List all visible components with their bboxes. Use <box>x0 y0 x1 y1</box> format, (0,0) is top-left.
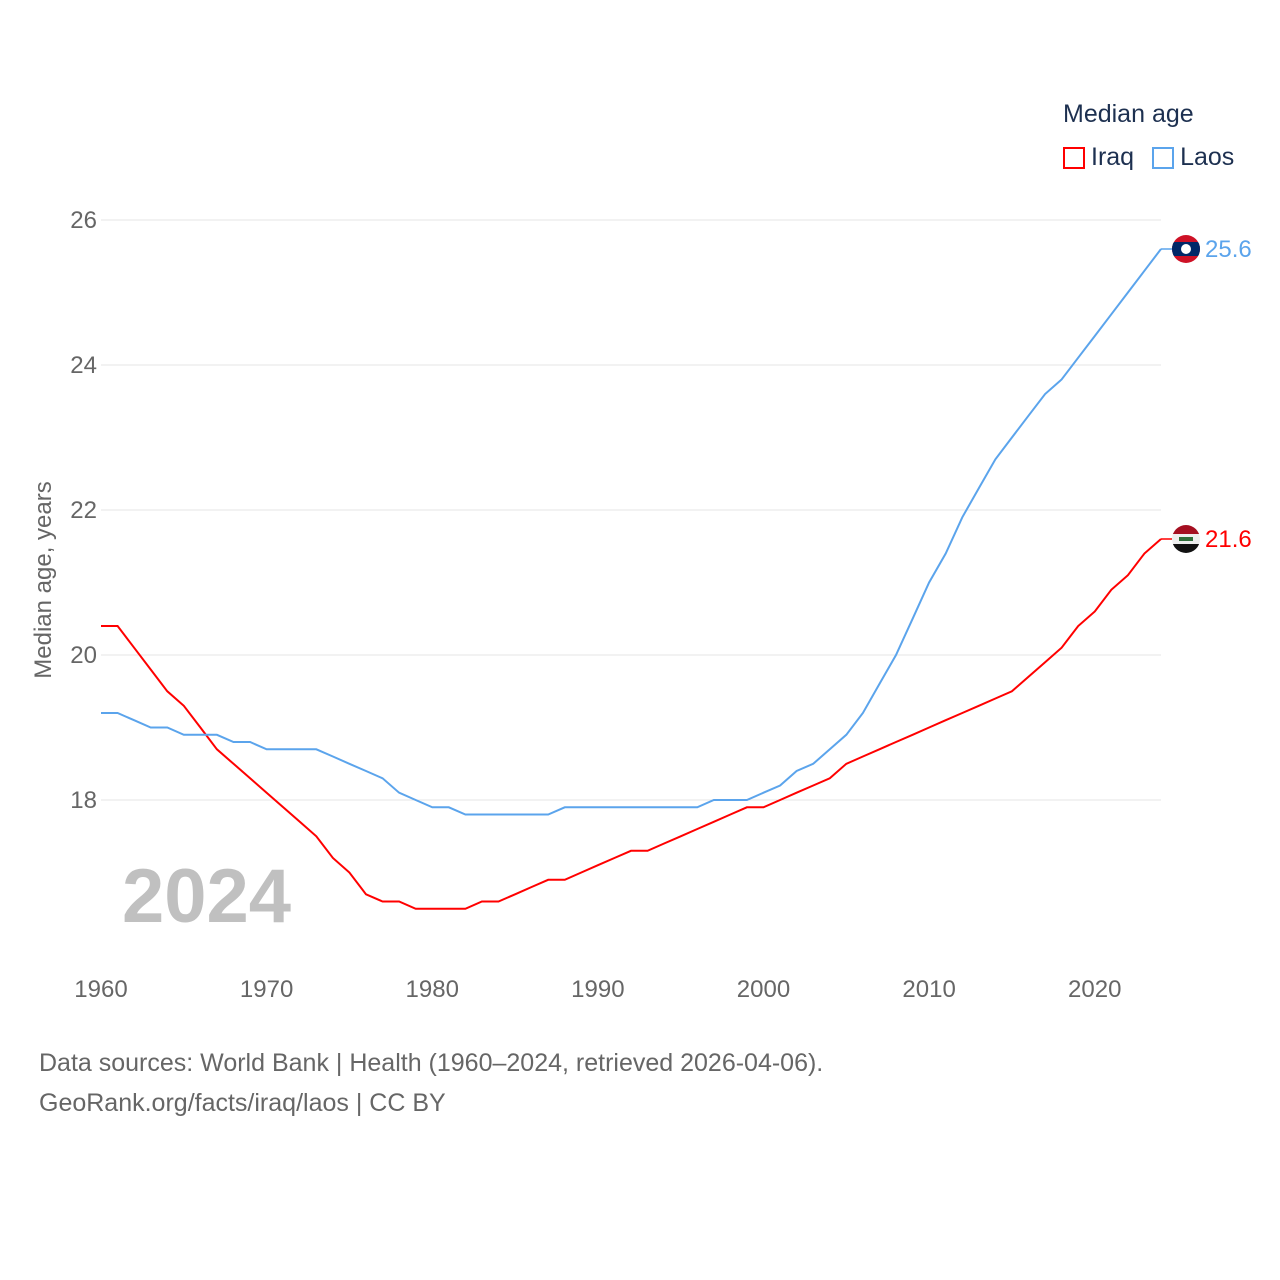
y-tick-label: 22 <box>70 497 97 524</box>
y-tick-label: 20 <box>70 642 97 669</box>
legend-label-iraq: Iraq <box>1091 143 1135 171</box>
x-tick-label: 1980 <box>406 976 459 1003</box>
legend-label-laos: Laos <box>1180 143 1235 171</box>
y-tick-label: 26 <box>70 207 97 234</box>
legend: Iraq Laos <box>1063 143 1234 172</box>
year-label: 2024 <box>122 854 291 939</box>
x-tick-label: 1990 <box>571 976 624 1003</box>
x-tick-label: 2010 <box>902 976 955 1003</box>
series-line-iraq <box>101 538 1162 910</box>
iraq-flag-icon <box>1172 525 1200 553</box>
end-value-label-iraq: 21.6 <box>1205 526 1252 553</box>
legend-swatch-laos <box>1152 146 1175 169</box>
y-axis-label: Median age, years <box>30 481 57 678</box>
source-link[interactable]: GeoRank.org/facts/iraq/laos | CC BY <box>39 1089 446 1117</box>
footer: Data sources: World Bank | Health (1960–… <box>39 1043 823 1123</box>
x-tick-label: 1970 <box>240 976 293 1003</box>
series-line-laos <box>101 248 1162 816</box>
y-tick-label: 18 <box>70 787 97 814</box>
legend-item-laos[interactable]: Laos <box>1152 143 1234 172</box>
legend-item-iraq[interactable]: Iraq <box>1063 143 1134 172</box>
y-tick-label: 24 <box>70 352 97 379</box>
x-tick-label: 1960 <box>74 976 127 1003</box>
data-sources-text: Data sources: World Bank | Health (1960–… <box>39 1049 824 1077</box>
legend-swatch-iraq <box>1063 146 1085 169</box>
laos-flag-icon <box>1172 235 1200 263</box>
x-tick-label: 2020 <box>1068 976 1121 1003</box>
end-value-label-laos: 25.6 <box>1205 236 1252 263</box>
x-tick-label: 2000 <box>737 976 790 1003</box>
legend-title: Median age <box>1063 100 1194 128</box>
